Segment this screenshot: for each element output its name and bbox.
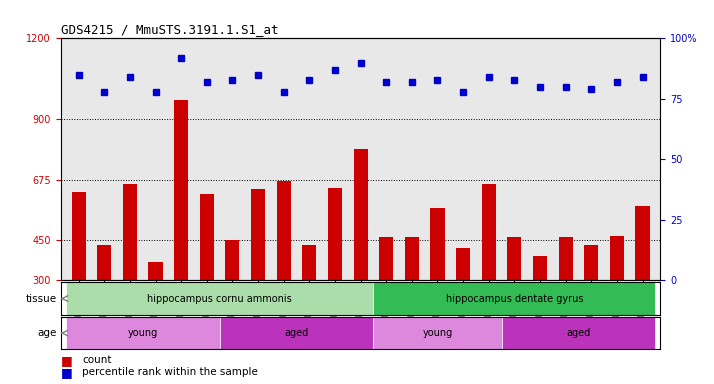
Bar	[353, 149, 368, 280]
Text: hippocampus cornu ammonis: hippocampus cornu ammonis	[147, 293, 292, 304]
Text: hippocampus dentate gyrus: hippocampus dentate gyrus	[446, 293, 583, 304]
Bar	[508, 237, 521, 280]
Bar	[482, 184, 496, 280]
Bar	[251, 189, 265, 280]
Bar	[584, 245, 598, 280]
Bar	[405, 237, 419, 280]
Text: ■: ■	[61, 354, 72, 367]
Bar	[302, 245, 316, 280]
Text: aged: aged	[566, 328, 590, 338]
Bar	[200, 194, 213, 280]
Bar	[66, 317, 220, 349]
Text: ■: ■	[61, 366, 72, 379]
Bar	[558, 237, 573, 280]
Text: aged: aged	[284, 328, 308, 338]
Bar	[123, 184, 137, 280]
Bar	[373, 282, 655, 315]
Bar	[174, 100, 188, 280]
Bar	[149, 262, 163, 280]
Text: tissue: tissue	[26, 293, 57, 304]
Bar	[71, 192, 86, 280]
Text: GDS4215 / MmuSTS.3191.1.S1_at: GDS4215 / MmuSTS.3191.1.S1_at	[61, 23, 278, 36]
Bar	[501, 317, 655, 349]
Bar	[456, 248, 470, 280]
Bar	[373, 317, 501, 349]
Text: percentile rank within the sample: percentile rank within the sample	[82, 367, 258, 377]
Bar	[276, 181, 291, 280]
Bar	[328, 187, 342, 280]
Bar	[97, 245, 111, 280]
Bar	[533, 256, 547, 280]
Bar	[226, 240, 239, 280]
Bar	[610, 236, 624, 280]
Text: young: young	[423, 328, 453, 338]
Bar	[220, 317, 373, 349]
Bar	[66, 282, 373, 315]
Bar	[431, 208, 445, 280]
Bar	[379, 237, 393, 280]
Text: age: age	[38, 328, 57, 338]
Text: young: young	[128, 328, 158, 338]
Bar	[635, 207, 650, 280]
Text: count: count	[82, 355, 111, 365]
